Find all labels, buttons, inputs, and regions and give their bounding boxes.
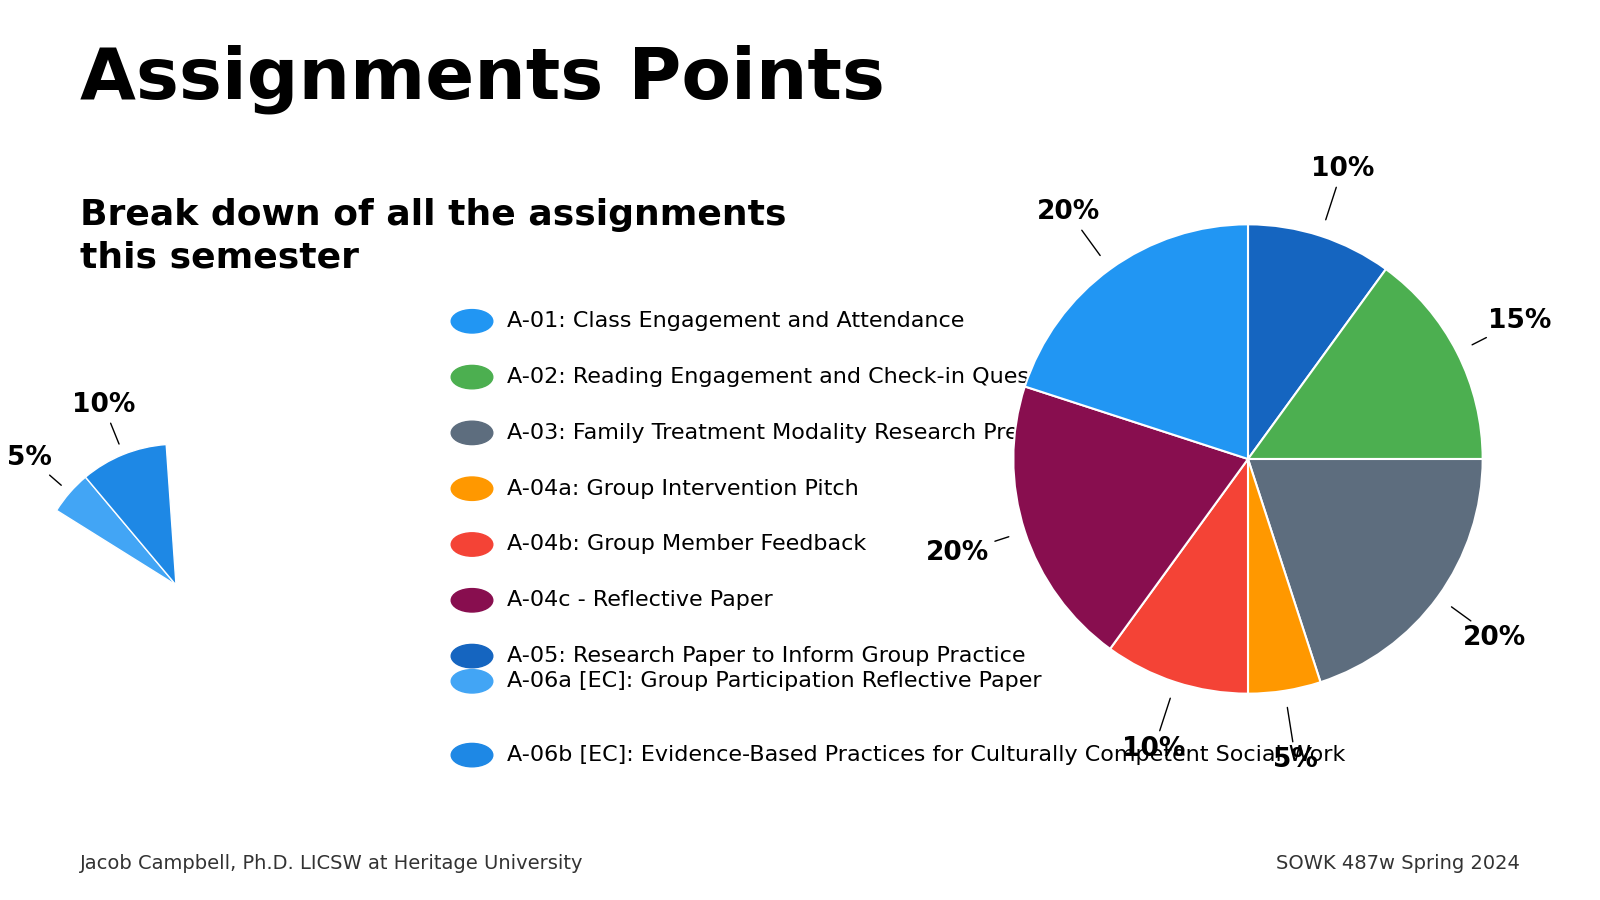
Circle shape <box>451 589 493 612</box>
Text: 20%: 20% <box>926 536 1008 566</box>
Text: 20%: 20% <box>1037 199 1101 256</box>
Text: Assignments Points: Assignments Points <box>80 45 885 114</box>
Text: A-04c - Reflective Paper: A-04c - Reflective Paper <box>507 590 773 610</box>
Text: A-06a [EC]: Group Participation Reflective Paper: A-06a [EC]: Group Participation Reflecti… <box>507 671 1042 691</box>
Text: A-05: Research Paper to Inform Group Practice: A-05: Research Paper to Inform Group Pra… <box>507 646 1026 666</box>
Wedge shape <box>1248 459 1483 682</box>
Text: 20%: 20% <box>1451 607 1526 652</box>
Circle shape <box>451 365 493 389</box>
Text: A-04a: Group Intervention Pitch: A-04a: Group Intervention Pitch <box>507 479 859 499</box>
Circle shape <box>451 644 493 668</box>
Wedge shape <box>35 445 317 725</box>
Circle shape <box>451 743 493 767</box>
Text: 10%: 10% <box>1310 156 1374 220</box>
Wedge shape <box>85 445 176 585</box>
Text: Jacob Campbell, Ph.D. LICSW at Heritage University: Jacob Campbell, Ph.D. LICSW at Heritage … <box>80 854 584 873</box>
Circle shape <box>451 670 493 693</box>
Wedge shape <box>1013 386 1248 649</box>
Text: SOWK 487w Spring 2024: SOWK 487w Spring 2024 <box>1277 854 1520 873</box>
Wedge shape <box>1248 224 1386 459</box>
Text: A-06b [EC]: Evidence-Based Practices for Culturally Competent Social Work: A-06b [EC]: Evidence-Based Practices for… <box>507 745 1346 765</box>
Text: 10%: 10% <box>72 392 134 444</box>
Wedge shape <box>1026 224 1248 459</box>
Text: 10%: 10% <box>1122 698 1186 762</box>
Wedge shape <box>56 477 176 585</box>
Text: Break down of all the assignments
this semester: Break down of all the assignments this s… <box>80 198 787 274</box>
Wedge shape <box>1248 459 1320 694</box>
Wedge shape <box>1248 269 1483 459</box>
Text: 5%: 5% <box>1274 707 1318 773</box>
Wedge shape <box>1110 459 1248 694</box>
Text: A-04b: Group Member Feedback: A-04b: Group Member Feedback <box>507 535 867 554</box>
Circle shape <box>451 310 493 333</box>
Circle shape <box>451 421 493 445</box>
Text: A-03: Family Treatment Modality Research Presentation: A-03: Family Treatment Modality Research… <box>507 423 1123 443</box>
Text: A-02: Reading Engagement and Check-in Questions: A-02: Reading Engagement and Check-in Qu… <box>507 367 1083 387</box>
Circle shape <box>451 477 493 500</box>
Text: A-01: Class Engagement and Attendance: A-01: Class Engagement and Attendance <box>507 311 965 331</box>
Text: 15%: 15% <box>1472 308 1552 345</box>
Text: 5%: 5% <box>6 445 61 485</box>
Circle shape <box>451 533 493 556</box>
